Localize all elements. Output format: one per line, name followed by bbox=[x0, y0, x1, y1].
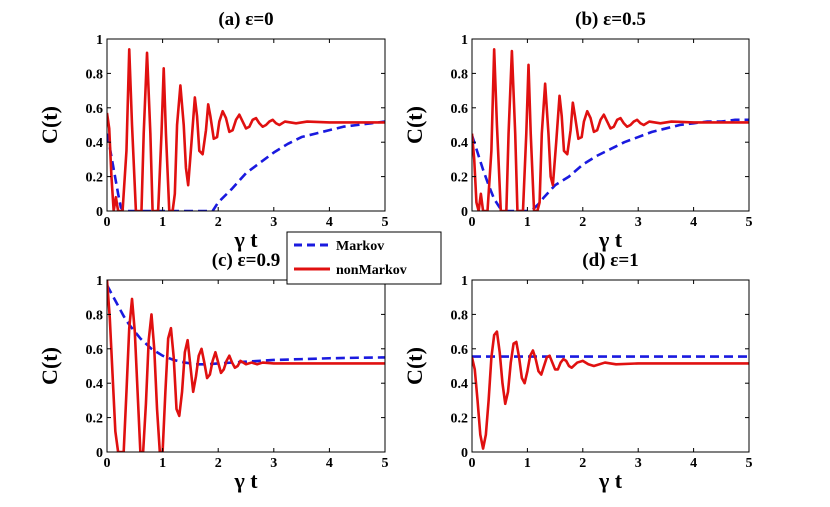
legend: Markov nonMarkov bbox=[286, 231, 442, 285]
y-tick-label: 0.8 bbox=[451, 67, 469, 82]
y-axis-label: C(t) bbox=[37, 347, 62, 385]
series-line-nonmarkov bbox=[472, 48, 749, 211]
y-tick-label: 0 bbox=[96, 205, 103, 220]
x-tick-label: 5 bbox=[746, 215, 753, 230]
x-tick-label: 2 bbox=[579, 215, 586, 230]
chart-panel-2: 0 1 2 3 4 5 0 0.2 0.4 0.6 0.8 1 (c) ε=0.9 γ t C(t) bbox=[37, 250, 389, 493]
y-tick-label: 0.6 bbox=[451, 343, 469, 358]
y-tick-label: 0.4 bbox=[86, 136, 104, 151]
x-tick-label: 4 bbox=[690, 456, 697, 471]
x-tick-label: 3 bbox=[270, 456, 277, 471]
panel-title: (c) ε=0.9 bbox=[212, 250, 281, 271]
y-tick-label: 1 bbox=[96, 33, 103, 48]
series-group bbox=[472, 330, 749, 450]
x-tick-label: 2 bbox=[215, 456, 222, 471]
series-line-nonmarkov bbox=[472, 330, 749, 450]
y-axis-label: C(t) bbox=[37, 106, 62, 144]
chart-panel-1: 0 1 2 3 4 5 0 0.2 0.4 0.6 0.8 1 (b) ε=0.5 γ t C(t) bbox=[402, 9, 753, 252]
series-line-nonmarkov bbox=[107, 48, 385, 211]
series-line-nonmarkov bbox=[107, 279, 385, 452]
plot-frame bbox=[471, 38, 750, 212]
x-tick-label: 3 bbox=[270, 215, 277, 230]
x-axis-label: γ t bbox=[233, 468, 258, 493]
series-group bbox=[472, 48, 749, 211]
y-tick-label: 0.6 bbox=[86, 102, 104, 117]
y-tick-label: 0 bbox=[461, 205, 468, 220]
y-tick-label: 0.2 bbox=[86, 412, 104, 427]
plot-frame bbox=[471, 279, 750, 453]
x-tick-label: 4 bbox=[690, 215, 697, 230]
x-tick-label: 1 bbox=[524, 215, 531, 230]
plot-area bbox=[107, 39, 385, 211]
x-axis-label: γ t bbox=[598, 468, 623, 493]
y-tick-label: 1 bbox=[96, 274, 103, 289]
y-axis-label: C(t) bbox=[402, 347, 427, 385]
x-tick-label: 5 bbox=[382, 456, 389, 471]
plot-frame bbox=[106, 38, 386, 212]
series-line-markov bbox=[107, 120, 385, 211]
x-tick-label: 5 bbox=[382, 215, 389, 230]
legend-label-markov: Markov bbox=[336, 239, 384, 254]
x-tick-label: 0 bbox=[469, 215, 476, 230]
x-axis-label: γ t bbox=[598, 227, 623, 252]
y-tick-label: 0.2 bbox=[451, 171, 469, 186]
plot-area bbox=[472, 39, 749, 211]
legend-label-nonmarkov: nonMarkov bbox=[336, 263, 407, 278]
y-tick-label: 1 bbox=[461, 274, 468, 289]
x-tick-label: 3 bbox=[635, 456, 642, 471]
x-tick-label: 0 bbox=[104, 456, 111, 471]
x-tick-label: 1 bbox=[524, 456, 531, 471]
y-tick-label: 0.8 bbox=[86, 308, 104, 323]
plot-area bbox=[472, 280, 749, 452]
chart-panel-3: 0 1 2 3 4 5 0 0.2 0.4 0.6 0.8 1 (d) ε=1 γ t C(t) bbox=[402, 250, 753, 493]
panel-title: (d) ε=1 bbox=[582, 250, 638, 271]
y-tick-label: 1 bbox=[461, 33, 468, 48]
x-tick-label: 2 bbox=[215, 215, 222, 230]
y-tick-label: 0.8 bbox=[86, 67, 104, 82]
series-line-markov bbox=[472, 118, 749, 211]
x-tick-label: 3 bbox=[635, 215, 642, 230]
x-tick-label: 4 bbox=[326, 215, 333, 230]
x-tick-label: 2 bbox=[579, 456, 586, 471]
chart-panel-0: 0 1 2 3 4 5 0 0.2 0.4 0.6 0.8 1 (a) ε=0 γ t C(t) bbox=[37, 9, 389, 252]
plot-frame bbox=[106, 279, 386, 453]
y-axis-label: C(t) bbox=[402, 106, 427, 144]
y-tick-label: 0.6 bbox=[451, 102, 469, 117]
series-group bbox=[107, 48, 385, 211]
y-tick-label: 0.2 bbox=[451, 412, 469, 427]
y-tick-label: 0.4 bbox=[86, 377, 104, 392]
y-tick-label: 0.2 bbox=[86, 171, 104, 186]
x-tick-label: 0 bbox=[104, 215, 111, 230]
x-tick-label: 0 bbox=[469, 456, 476, 471]
y-tick-label: 0 bbox=[96, 446, 103, 461]
panels: 0 1 2 3 4 5 0 0.2 0.4 0.6 0.8 1 (a) ε=0 γ t C(t) 0 1 2 3 4 5… bbox=[37, 9, 753, 493]
y-tick-label: 0.6 bbox=[86, 343, 104, 358]
y-tick-label: 0.8 bbox=[451, 308, 469, 323]
legend-box bbox=[286, 231, 442, 285]
x-tick-label: 1 bbox=[159, 215, 166, 230]
x-tick-label: 5 bbox=[746, 456, 753, 471]
panel-title: (b) ε=0.5 bbox=[575, 9, 646, 30]
panel-title: (a) ε=0 bbox=[218, 9, 273, 30]
y-tick-label: 0.4 bbox=[451, 377, 469, 392]
plot-area bbox=[107, 280, 385, 452]
y-tick-label: 0 bbox=[461, 446, 468, 461]
x-axis-label: γ t bbox=[233, 227, 258, 252]
series-line-markov bbox=[107, 284, 385, 366]
x-tick-label: 1 bbox=[159, 456, 166, 471]
series-group bbox=[107, 279, 385, 452]
y-tick-label: 0.4 bbox=[451, 136, 469, 151]
x-tick-label: 4 bbox=[326, 456, 333, 471]
